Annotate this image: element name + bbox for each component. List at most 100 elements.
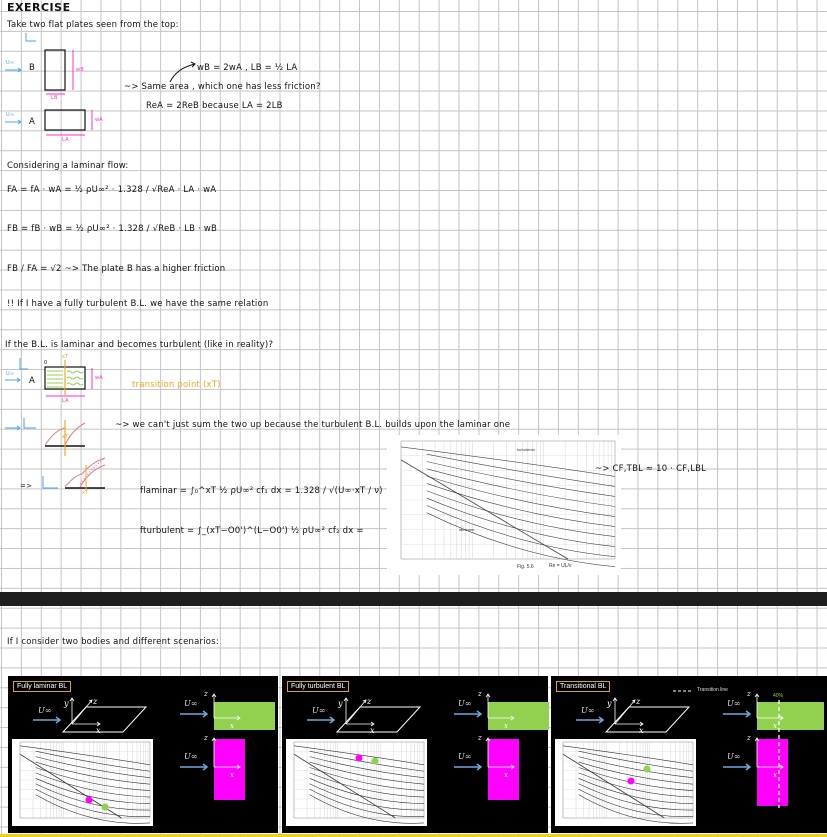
fb-formula: FB = fB · wB = ½ ρU∞² · 1.328 / √ReB · L… <box>7 224 217 234</box>
turbulent-curve <box>19 745 151 766</box>
la-label: LA <box>62 137 69 143</box>
x-axis-arrow <box>615 721 644 727</box>
flow-label: U∞ <box>727 699 740 708</box>
cf-chart <box>555 739 696 826</box>
turbulent-curve <box>578 778 694 804</box>
flow-label: U∞ <box>581 706 594 715</box>
turbulent-curve <box>35 788 151 817</box>
wa-label: wA <box>95 375 103 381</box>
green-percentage: 40% <box>773 693 784 699</box>
turbulent-curve <box>426 468 616 507</box>
x-axis-label: x <box>504 771 508 779</box>
y-axis-arrow <box>612 697 618 724</box>
scenarios-heading: If I consider two bodies and different s… <box>7 637 219 647</box>
plate-a <box>44 109 86 131</box>
flow-label: U∞ <box>312 706 325 715</box>
turbulent-curve <box>293 745 425 766</box>
turbulent-curve <box>578 794 694 824</box>
panel-drawing: U∞ y z x U∞ z x U∞ z x <box>12 690 275 826</box>
x-axis-label: x <box>773 722 777 730</box>
green-marker <box>371 757 379 765</box>
transition-line-legend: Transition line <box>697 687 728 693</box>
turbulent-curve <box>426 497 616 547</box>
cf-chart <box>400 440 616 567</box>
green-marker <box>643 765 651 773</box>
f-laminar-formula: flaminar = ∫₀^xT ½ ρU∞² cf₁ dx = 1.328 /… <box>140 486 383 496</box>
turbulent-curve <box>35 750 151 772</box>
z-axis-arrow <box>614 699 636 725</box>
flow-label: U∞ <box>727 752 740 761</box>
turbulent-curve <box>578 761 694 785</box>
xt-label: xT <box>62 434 69 440</box>
z-axis-label: z <box>477 734 482 742</box>
curved-arrow <box>169 61 196 83</box>
z-axis-label: z <box>746 734 751 742</box>
cf-relation-text: ~> CF,TBL ≈ 10 · CF,LBL <box>595 464 707 474</box>
panel-transitional: U∞ y z x U∞ z x U∞ z x Transitional BL Transition… <box>551 676 827 833</box>
x-axis-label: x <box>370 726 375 735</box>
z-axis-arrow <box>71 699 93 725</box>
x-axis-arrow <box>214 715 241 721</box>
turbulent-note: !! If I have a fully turbulent B.L. we h… <box>7 299 269 309</box>
x-axis-label: x <box>230 722 234 730</box>
turbulent-curve <box>578 783 694 811</box>
z-axis-label: z <box>746 690 751 698</box>
wb-label: wB <box>76 67 84 73</box>
turbulent-curve <box>35 767 151 791</box>
flow-arrow <box>180 763 209 771</box>
panel-drawing: U∞ y z x U∞ z x U∞ z x <box>555 690 824 826</box>
f-turbulent-formula: fturbulent = ∫_(xT−O0')^(L−O0') ½ ρU∞² c… <box>140 526 364 536</box>
flow-arrow-b <box>5 67 22 73</box>
magenta-marker <box>355 754 363 762</box>
magenta-marker <box>627 777 635 785</box>
x-axis-arrow <box>72 721 101 727</box>
x-axis-label: x <box>96 726 101 735</box>
turbulent-curve <box>309 783 425 811</box>
x-axis-arrow <box>488 715 515 721</box>
panel-label: Fully turbulent BL <box>287 681 350 692</box>
plate-b <box>44 49 66 91</box>
flow-arrow <box>576 716 605 724</box>
turbulent-curve <box>309 761 425 785</box>
turbulent-curve <box>400 446 616 477</box>
flow-label: U∞ <box>6 60 15 66</box>
flow-arrow <box>180 710 209 718</box>
relation-text: wB = 2wA , LB = ½ LA <box>197 63 298 73</box>
turbulent-curve <box>35 783 151 811</box>
x-axis-label: x <box>504 722 508 730</box>
reynolds-text: ReA = 2ReB because LA = 2LB <box>146 101 283 111</box>
laminar-curve <box>562 753 665 819</box>
panel-fully-laminar: U∞ y z x U∞ z x U∞ z x Fully laminar BL <box>8 676 278 833</box>
x-axis-label: x <box>639 726 644 735</box>
xt-label: xT <box>82 490 89 496</box>
turbulent-curve <box>426 453 616 487</box>
turbulent-curve <box>309 767 425 791</box>
flow-arrow <box>723 710 752 718</box>
implies-arrow: => <box>20 482 33 490</box>
y-axis-label: y <box>63 699 69 708</box>
flow-label: U∞ <box>184 699 197 708</box>
pink-percentage: 80% <box>773 802 784 808</box>
flow-arrow <box>454 710 483 718</box>
laminar-heading: Considering a laminar flow: <box>7 161 129 171</box>
turbulent-curve <box>309 756 425 779</box>
x-axis-label: x <box>773 771 777 779</box>
turbulent-curve <box>309 794 425 824</box>
laminar-curve <box>293 753 396 819</box>
magenta-marker <box>85 796 93 804</box>
flat-plate <box>335 706 422 733</box>
z-axis-label: z <box>366 697 372 706</box>
turbulent-curve <box>426 512 616 567</box>
flat-plate <box>61 706 148 733</box>
cf-chart <box>286 739 427 826</box>
turbulent-curve <box>426 461 616 497</box>
y-axis-label: y <box>606 699 612 708</box>
x-axis-arrow <box>346 721 375 727</box>
flow-arrow <box>33 716 62 724</box>
flow-label: U∞ <box>184 752 197 761</box>
turbulent-curve <box>35 778 151 804</box>
origin-label: 0 <box>44 360 48 366</box>
panel-label: Transitional BL <box>556 681 611 692</box>
turbulent-curve <box>35 794 151 824</box>
turbulent-curve <box>35 761 151 785</box>
